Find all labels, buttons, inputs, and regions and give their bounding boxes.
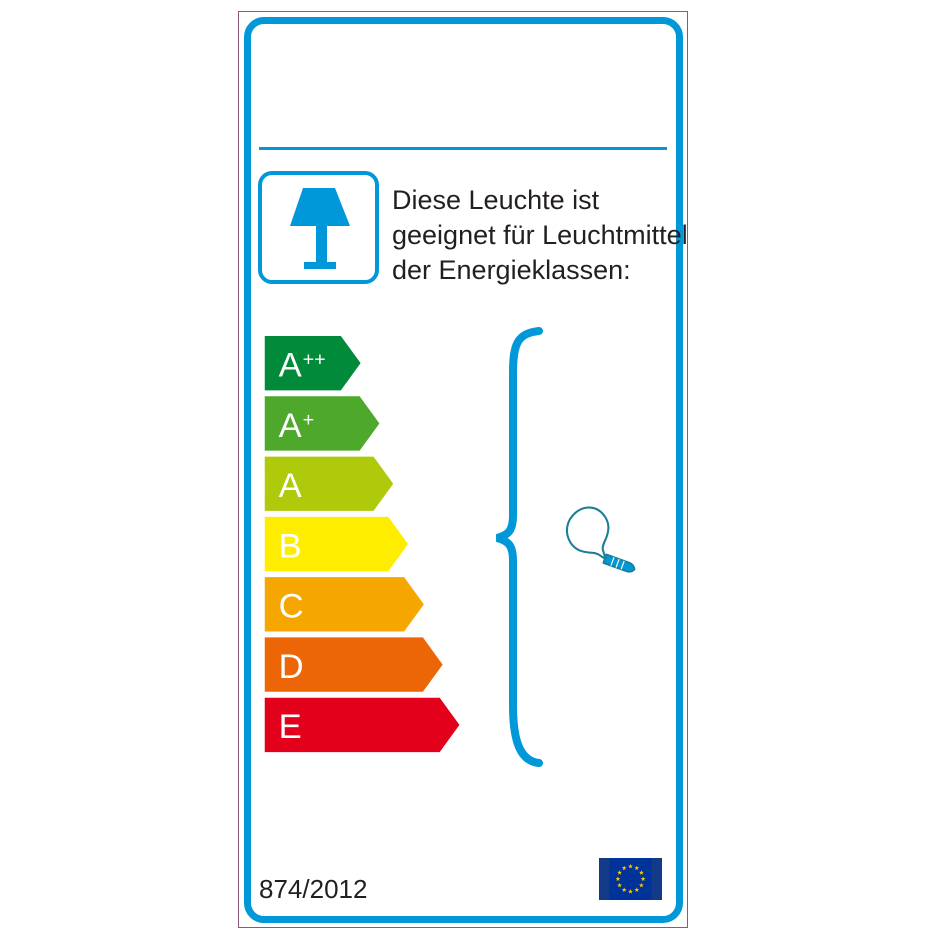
svg-text:E: E — [279, 708, 302, 746]
svg-text:B: B — [279, 527, 302, 565]
svg-text:C: C — [279, 588, 304, 626]
svg-text:D: D — [279, 648, 304, 686]
svg-text:A: A — [279, 467, 302, 505]
